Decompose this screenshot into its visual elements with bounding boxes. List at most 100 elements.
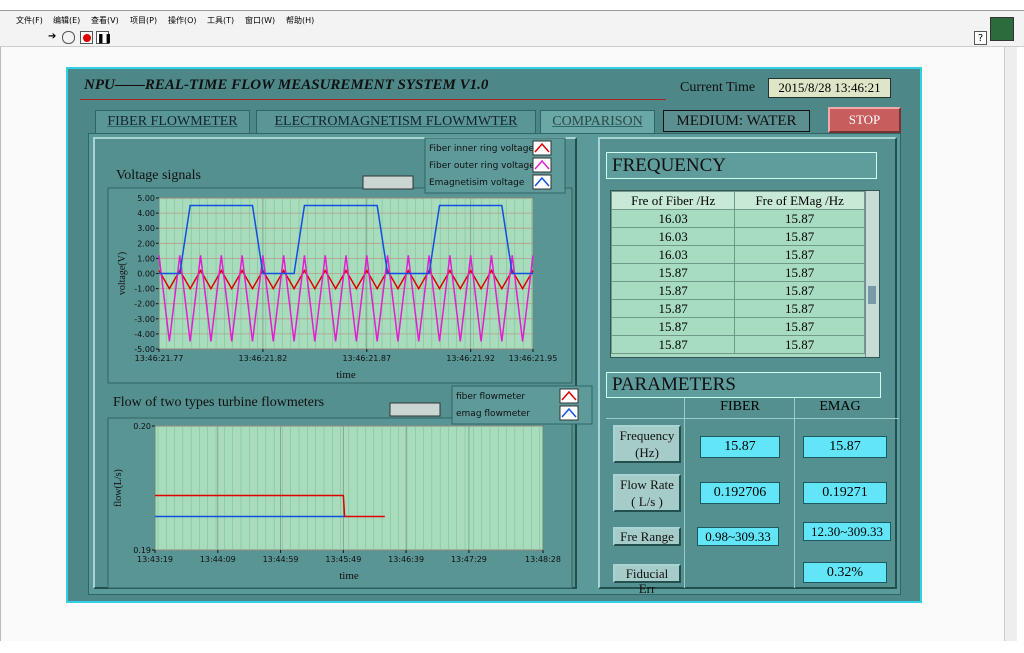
parameter-label: Fre Range (613, 527, 681, 546)
run-button[interactable]: ➔ (48, 31, 57, 42)
legend-swatch (534, 176, 550, 187)
x-tick-label: 13:46:21.87 (342, 354, 391, 363)
x-tick-label: 13:48:28 (525, 555, 561, 564)
x-tick-label: 13:45:49 (325, 555, 361, 564)
table-cell: 15.87 (610, 317, 736, 336)
chart-title: Voltage signals (116, 168, 201, 183)
table-cell: 15.87 (734, 227, 865, 246)
legend-label: Fiber inner ring voltage (429, 144, 534, 154)
scrollbar[interactable] (1004, 47, 1017, 641)
table-cell: 15.87 (610, 335, 736, 354)
section-title: FREQUENCY (606, 152, 877, 179)
help-button[interactable]: ? (974, 31, 987, 45)
table-row: 15.87 15.87 (610, 263, 865, 282)
abort-button[interactable] (80, 31, 93, 44)
section-title: PARAMETERS (606, 372, 881, 398)
x-tick-label: 13:47:29 (451, 555, 487, 564)
series-line (155, 494, 385, 518)
parameter-value: 15.87 (803, 436, 887, 458)
legend-swatch (561, 407, 577, 418)
divider (606, 418, 899, 419)
minor-grid (155, 426, 543, 550)
graph-palette (389, 402, 441, 417)
menu-item[interactable]: 帮助(H) (286, 16, 315, 25)
table-cell: 16.03 (610, 227, 736, 246)
parameter-value: 0.32% (803, 562, 887, 583)
legend-swatch-box (559, 388, 579, 404)
legend-label: fiber flowmeter (456, 392, 525, 402)
table-cell: 15.87 (610, 299, 736, 318)
menu-item[interactable]: 编辑(E) (53, 16, 81, 25)
panel-title: NPU——REAL-TIME FLOW MEASUREMENT SYSTEM V… (84, 77, 489, 93)
graph-palette (362, 175, 414, 190)
legend-label: Emagnetisim voltage (429, 178, 525, 188)
legend-swatch-box (532, 174, 552, 190)
column-header: Fre of Fiber /Hz (610, 191, 736, 210)
chart-title: Flow of two types turbine flowmeters (113, 395, 324, 410)
divider (794, 398, 795, 588)
y-tick-label: -1.00 (134, 285, 155, 294)
frequency-table: Fre of Fiber /Hz Fre of EMag /Hz 16.03 15.8… (610, 191, 865, 354)
table-cell: 16.03 (610, 209, 736, 228)
x-tick-label: 13:46:21.92 (446, 354, 495, 363)
menu-item[interactable]: 工具(T) (207, 16, 235, 25)
run-continuous-button[interactable] (62, 31, 75, 44)
x-tick-label: 13:46:21.95 (509, 354, 558, 363)
parameter-value: 0.98~309.33 (697, 527, 779, 546)
y-tick-label: -4.00 (134, 330, 155, 339)
parameter-label: Flow Rate ( L/s ) (613, 474, 681, 512)
legend-swatch-box (532, 157, 552, 173)
parameter-value: 0.192706 (700, 482, 780, 504)
table-row: 16.03 15.87 (610, 227, 865, 246)
y-tick-label: 0.00 (137, 270, 155, 279)
x-tick-label: 13:46:39 (388, 555, 424, 564)
x-tick-label: 13:46:21.82 (239, 354, 288, 363)
vi-icon (990, 17, 1014, 41)
parameter-label: Frequency (Hz) (613, 425, 681, 463)
table-cell: 15.87 (734, 299, 865, 318)
x-tick-label: 13:43:19 (137, 555, 173, 564)
menu-item[interactable]: 项目(P) (130, 16, 158, 25)
legend-label: Fiber outer ring voltage (429, 161, 535, 171)
pause-button[interactable]: ❚❚ (96, 31, 113, 44)
y-tick-label: -2.00 (134, 300, 155, 309)
menu-item[interactable]: 窗口(W) (245, 16, 276, 25)
tab[interactable]: ELECTROMAGNETISM FLOWMWTER (256, 110, 536, 134)
y-tick-label: 4.00 (137, 209, 155, 218)
table-row: 15.87 15.87 (610, 335, 865, 354)
legend-swatch-box (559, 405, 579, 421)
column-header: Fre of EMag /Hz (734, 191, 865, 210)
stop-button[interactable]: STOP (828, 107, 901, 133)
y-tick-label: 2.00 (137, 239, 155, 248)
menu-item[interactable]: 文件(F) (16, 16, 43, 25)
table-scrollbar[interactable] (865, 191, 879, 357)
series-line (159, 204, 533, 275)
parameter-label: Fiducial Err (613, 564, 681, 596)
medium-indicator: MEDIUM: WATER (663, 110, 810, 132)
legend-swatch (534, 142, 550, 153)
menu-item[interactable]: 查看(V) (91, 16, 119, 25)
y-axis-label: voltage(V) (117, 252, 128, 295)
tab-active[interactable]: COMPARISON (540, 110, 655, 134)
current-time-value: 2015/8/28 13:46:21 (768, 78, 891, 98)
y-tick-label: 0.19 (133, 546, 151, 555)
header-row: Fre of Fiber /Hz Fre of EMag /Hz (610, 191, 865, 210)
x-tick-label: 13:44:59 (263, 555, 299, 564)
table-cell: 15.87 (610, 263, 736, 282)
title-underline (80, 99, 666, 100)
column-header: EMAG (819, 399, 861, 414)
toolbar-area (0, 11, 1024, 47)
x-tick-label: 13:44:09 (200, 555, 236, 564)
table-cell: 15.87 (734, 281, 865, 300)
y-tick-label: 1.00 (137, 254, 155, 263)
menu-item[interactable]: 操作(O) (168, 16, 197, 25)
series-line (158, 268, 534, 291)
frequency-table-frame: Fre of Fiber /Hz Fre of EMag /Hz 16.03 15.8… (610, 190, 880, 358)
parameter-value: 15.87 (700, 436, 780, 458)
series-line (158, 255, 534, 342)
legend-label: emag flowmeter (456, 409, 530, 419)
divider (684, 398, 685, 588)
tab[interactable]: FIBER FLOWMETER (95, 110, 250, 134)
